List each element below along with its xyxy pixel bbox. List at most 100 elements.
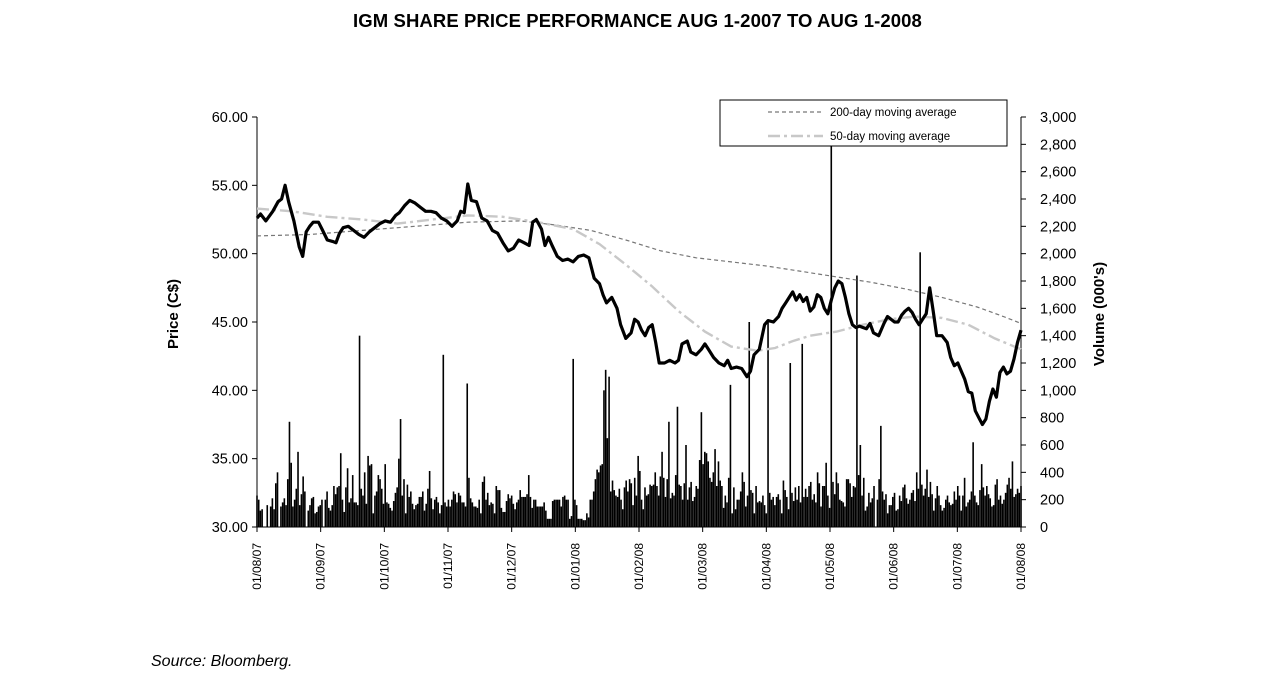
volume-bar — [772, 496, 774, 527]
volume-bar — [550, 518, 552, 527]
volume-bar — [871, 498, 874, 527]
volume-bar — [635, 495, 638, 527]
volume-bar — [545, 510, 547, 527]
volume-bar — [331, 505, 333, 527]
volume-bar — [469, 498, 472, 527]
volume-bar — [326, 491, 328, 527]
volume-bar — [856, 275, 858, 527]
volume-bar — [762, 495, 764, 527]
volume-bar — [698, 460, 701, 527]
volume-bar — [647, 494, 650, 527]
volume-bar — [584, 520, 586, 527]
volume-bar — [570, 516, 573, 527]
axes: 30.00 35.00 40.00 45.00 50.00 55.00 60.00 0 200 4… — [165, 110, 1108, 590]
volume-bar — [832, 481, 834, 527]
volume-bar — [907, 503, 909, 527]
volume-bar — [674, 475, 677, 527]
volume-bar — [915, 472, 918, 527]
volume-bar — [534, 499, 537, 527]
y2-tick-label: 2,400 — [1040, 192, 1076, 208]
volume-bar — [657, 495, 660, 527]
volume-bar — [425, 503, 428, 527]
volume-bar — [353, 502, 356, 527]
volume-bar — [302, 476, 304, 527]
volume-bar — [459, 495, 462, 527]
volume-bar — [898, 495, 901, 527]
volume-bar — [345, 487, 347, 527]
volume-bar — [399, 419, 402, 527]
volume-bar — [480, 513, 482, 527]
volume-bar — [921, 484, 923, 527]
volume-bar — [502, 511, 504, 527]
volume-bar — [562, 496, 564, 527]
volume-bar — [319, 505, 322, 527]
x-tick-label: 01/04/08 — [759, 543, 773, 590]
volume-bar — [271, 498, 274, 527]
volume-bar — [396, 487, 398, 527]
y2-tick-label: 200 — [1040, 493, 1064, 509]
volume-bar — [1008, 477, 1010, 527]
y-axis-label: Price (C$) — [165, 279, 182, 349]
x-tick-label: 01/01/08 — [568, 543, 582, 590]
volume-bar — [806, 496, 809, 527]
volume-bar — [763, 505, 766, 527]
volume-bar — [572, 358, 574, 527]
volume-bar — [365, 503, 368, 527]
volume-bar — [734, 509, 737, 527]
volume-bar — [596, 469, 598, 527]
volume-bar — [637, 455, 639, 527]
volume-bar — [510, 495, 513, 527]
volume-bar — [451, 499, 453, 527]
volume-bar — [449, 506, 451, 527]
volume-bar — [1006, 484, 1009, 527]
volume-bar — [869, 502, 872, 527]
volume-bar — [471, 502, 474, 527]
volume-bar — [483, 476, 486, 527]
volume-bar — [900, 501, 903, 527]
volume-bar — [746, 495, 749, 527]
volume-bar — [979, 490, 981, 527]
volume-bar — [662, 477, 665, 527]
volume-bar — [661, 451, 663, 527]
y2-tick-label: 400 — [1040, 465, 1064, 481]
volume-bar — [548, 518, 551, 527]
volume-bar — [621, 509, 624, 527]
volume-bar — [276, 472, 279, 527]
volume-bar — [888, 505, 891, 527]
volume-bar — [437, 502, 439, 527]
share-price-line — [255, 182, 1023, 427]
volume-bar — [755, 486, 757, 527]
volume-bar — [968, 499, 971, 527]
volume-bar — [760, 502, 763, 527]
volume-bar — [615, 495, 617, 527]
volume-bar — [844, 506, 846, 527]
volume-bar — [873, 486, 875, 527]
volume-bar — [700, 412, 703, 527]
volume-bar — [982, 487, 985, 527]
volume-bar — [541, 506, 544, 527]
volume-bar — [582, 520, 585, 527]
volume-bar — [695, 486, 698, 527]
volume-bar — [828, 507, 831, 527]
volume-bar — [486, 492, 489, 527]
volume-bar — [363, 472, 366, 527]
volume-bar — [835, 472, 838, 527]
volume-bar — [958, 495, 961, 527]
volume-bar — [610, 491, 612, 527]
volume-bar — [374, 495, 376, 527]
volume-bar — [859, 445, 862, 527]
volume-bar — [862, 477, 865, 527]
volume-bar — [864, 510, 867, 527]
volume-bar — [774, 505, 776, 527]
volume-bar — [283, 498, 286, 527]
volume-bar — [671, 492, 674, 527]
volume-bar — [333, 486, 335, 527]
volume-bar — [598, 472, 600, 527]
volume-bar — [786, 496, 788, 527]
volume-bar — [953, 491, 956, 527]
volume-bar — [336, 487, 339, 527]
volume-bar — [729, 384, 732, 527]
volume-bar — [676, 406, 679, 527]
volume-bar — [257, 499, 260, 527]
volume-bar — [591, 499, 593, 527]
